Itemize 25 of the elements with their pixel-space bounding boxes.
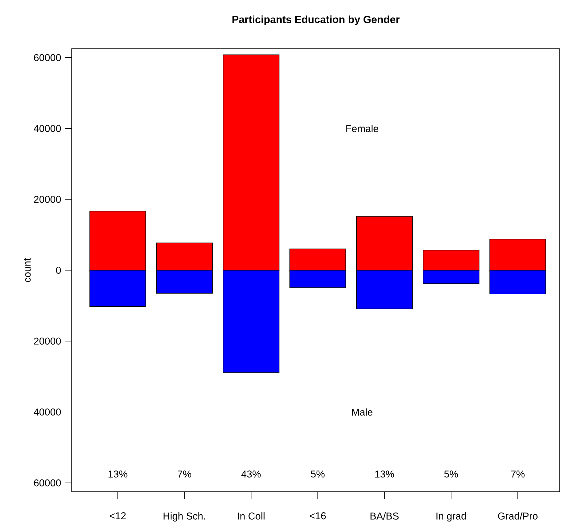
y-tick-label: 0 (56, 266, 62, 274)
annotation: 5% (444, 470, 458, 478)
y-tick-label: 40000 (34, 125, 62, 132)
annotation: 43% (242, 470, 261, 478)
x-tick-label: In Coll (238, 512, 265, 520)
x-tick-label: BA/BS (370, 512, 399, 520)
y-tick-label: 20000 (34, 338, 62, 345)
annotation: 5% (311, 470, 325, 478)
x-tick-label: Grad/Pro (498, 512, 538, 520)
x-tick-label: <12 (110, 512, 126, 520)
chart-title: Participants Education by Gender (232, 16, 400, 26)
x-tick-label: <16 (310, 512, 326, 520)
y-axis-title: count (24, 258, 31, 282)
y-tick-label: 60000 (34, 54, 62, 62)
x-tick-label: High Sch. (164, 512, 206, 522)
annotation: 13% (375, 470, 394, 478)
annotation: 13% (108, 470, 128, 478)
annotation: 7% (178, 470, 192, 478)
x-tick-label: In grad (436, 512, 466, 522)
annotation: Female (346, 125, 379, 132)
annotation: Male (352, 408, 373, 416)
y-tick-label: 60000 (34, 480, 62, 487)
y-tick-label: 20000 (34, 196, 62, 204)
y-tick-label: 40000 (34, 408, 62, 416)
annotation: 7% (511, 470, 525, 478)
